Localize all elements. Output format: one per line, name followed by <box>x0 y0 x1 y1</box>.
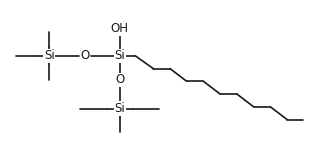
Text: O: O <box>115 73 125 86</box>
Text: Si: Si <box>44 49 55 62</box>
Text: Si: Si <box>114 49 125 62</box>
Text: Si: Si <box>114 102 125 115</box>
Text: O: O <box>81 49 90 62</box>
Text: OH: OH <box>111 22 129 35</box>
